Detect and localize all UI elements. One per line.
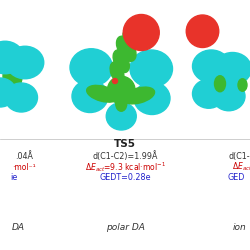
Ellipse shape bbox=[5, 80, 15, 92]
Text: $\Delta E_{act}$=9.3 kcal·mol$^{-1}$: $\Delta E_{act}$=9.3 kcal·mol$^{-1}$ bbox=[84, 160, 166, 174]
Ellipse shape bbox=[0, 41, 24, 74]
Ellipse shape bbox=[110, 62, 124, 82]
Ellipse shape bbox=[6, 46, 44, 79]
Ellipse shape bbox=[112, 78, 117, 84]
Ellipse shape bbox=[123, 87, 154, 104]
Ellipse shape bbox=[123, 14, 159, 51]
Ellipse shape bbox=[192, 79, 225, 108]
Text: d(C1-C2)=1.99Å: d(C1-C2)=1.99Å bbox=[92, 151, 158, 161]
Ellipse shape bbox=[123, 29, 140, 48]
Ellipse shape bbox=[5, 83, 38, 112]
Ellipse shape bbox=[108, 76, 135, 104]
Ellipse shape bbox=[214, 52, 250, 85]
Text: DA: DA bbox=[11, 223, 24, 232]
Ellipse shape bbox=[214, 76, 226, 92]
Ellipse shape bbox=[3, 61, 22, 91]
Ellipse shape bbox=[87, 85, 118, 102]
Ellipse shape bbox=[116, 96, 127, 111]
Ellipse shape bbox=[0, 78, 16, 107]
Ellipse shape bbox=[113, 50, 129, 72]
Text: TS5: TS5 bbox=[114, 139, 136, 149]
Text: .04Å: .04Å bbox=[15, 152, 33, 161]
Text: GEDT=0.28e: GEDT=0.28e bbox=[99, 173, 151, 182]
Ellipse shape bbox=[70, 49, 112, 86]
Text: ie: ie bbox=[10, 173, 17, 182]
Ellipse shape bbox=[9, 63, 21, 77]
Ellipse shape bbox=[212, 82, 245, 111]
Ellipse shape bbox=[186, 15, 219, 48]
Ellipse shape bbox=[116, 36, 136, 61]
Text: ion: ion bbox=[232, 223, 246, 232]
Ellipse shape bbox=[134, 82, 170, 114]
Ellipse shape bbox=[238, 79, 247, 91]
Ellipse shape bbox=[192, 50, 230, 82]
Text: GED: GED bbox=[228, 173, 245, 182]
Ellipse shape bbox=[72, 80, 108, 112]
Text: d(C1-: d(C1- bbox=[229, 152, 250, 161]
Ellipse shape bbox=[130, 50, 172, 88]
Ellipse shape bbox=[106, 102, 136, 130]
Text: polar DA: polar DA bbox=[106, 223, 144, 232]
Text: $\Delta E_{act}$=-5: $\Delta E_{act}$=-5 bbox=[232, 161, 250, 173]
Text: ·mol⁻¹: ·mol⁻¹ bbox=[12, 162, 36, 172]
